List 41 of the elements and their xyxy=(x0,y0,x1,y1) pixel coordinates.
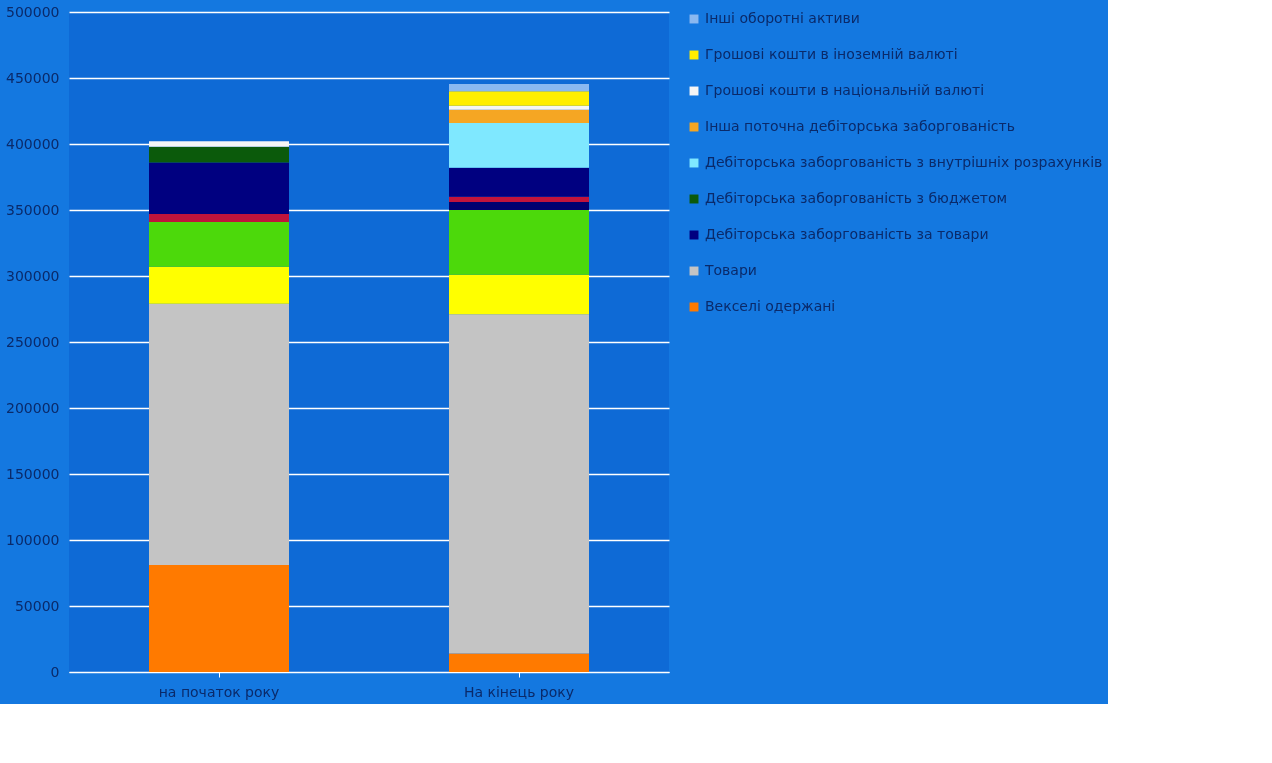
bar xyxy=(449,122,589,168)
legend-label: Дебіторська заборгованість з бюджетом xyxy=(705,190,1008,206)
y-tick-label: 300000 xyxy=(6,267,60,284)
y-tick-label: 350000 xyxy=(6,201,60,218)
bar xyxy=(149,221,289,267)
bar xyxy=(449,105,589,110)
x-tick-label: На кінець року xyxy=(463,683,575,700)
x-tick-label: на початок року xyxy=(158,683,280,700)
legend-label: Інші оборотні активи xyxy=(705,10,860,26)
y-tick-label: 150000 xyxy=(6,465,60,482)
y-tick-label: 0 xyxy=(50,663,60,680)
legend-label: Грошові кошти в іноземній валюті xyxy=(705,46,958,62)
legend-label: Дебіторська заборгованість за товари xyxy=(705,226,989,242)
legend-label: Інша поточна дебіторська заборгованість xyxy=(705,118,1015,134)
bar xyxy=(149,565,289,672)
bar xyxy=(449,202,589,210)
y-tick-label: 50000 xyxy=(14,597,60,614)
bar xyxy=(449,83,589,92)
bar xyxy=(149,146,289,163)
y-tick-label: 500000 xyxy=(6,3,60,20)
bar xyxy=(449,210,589,275)
bar xyxy=(449,91,589,106)
y-tick-label: 250000 xyxy=(6,333,60,350)
legend-label: Дебіторська заборгованість з внутрішніх розрахунків xyxy=(705,154,1103,170)
bar xyxy=(449,167,589,197)
y-tick-label: 100000 xyxy=(6,531,60,548)
bar xyxy=(449,196,589,203)
bar xyxy=(449,109,589,123)
bar xyxy=(449,653,589,672)
bar xyxy=(149,213,289,222)
legend-label: Векселі одержані xyxy=(705,298,836,314)
bar xyxy=(149,266,289,304)
legend-label: Грошові кошти в національній валюті xyxy=(705,82,985,98)
bar xyxy=(449,314,589,654)
bar xyxy=(149,303,289,566)
y-tick-label: 400000 xyxy=(6,135,60,152)
bar xyxy=(149,162,289,214)
y-tick-label: 450000 xyxy=(6,69,60,86)
bar xyxy=(449,274,589,315)
y-tick-label: 200000 xyxy=(6,399,60,416)
legend-label: Товари xyxy=(704,262,757,278)
